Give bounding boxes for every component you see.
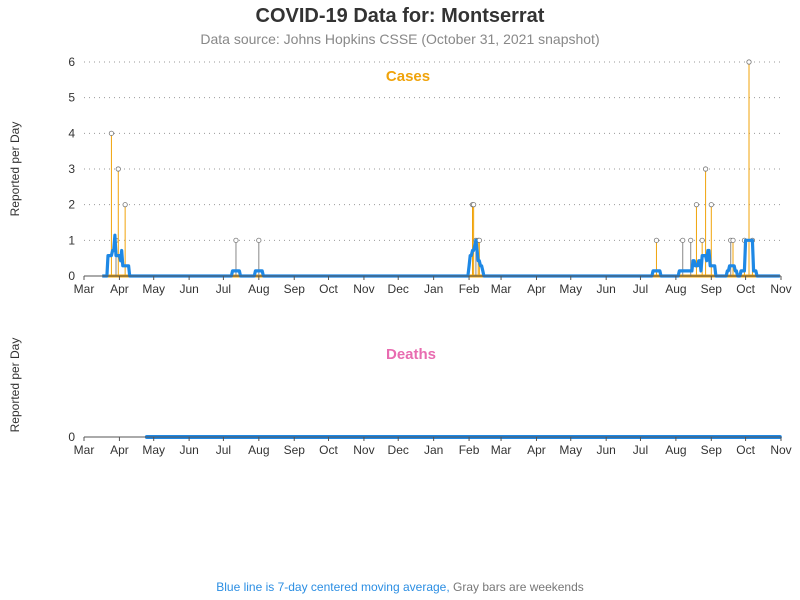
cases-daily-point — [730, 237, 736, 243]
cases-daily-point — [699, 237, 705, 243]
cases-x-tick-label: Mar — [491, 282, 512, 296]
footer-average-note: Blue line is 7-day centered moving avera… — [216, 580, 450, 594]
cases-x-tick-label: Oct — [736, 282, 755, 296]
cases-x-tick-label: Aug — [248, 282, 269, 296]
cases-y-tick-label: 5 — [68, 91, 75, 105]
deaths-x-tick-label: May — [142, 443, 165, 457]
cases-x-tick-label: Jun — [179, 282, 198, 296]
deaths-y-axis-label: Reported per Day — [8, 338, 22, 433]
cases-moving-average-line — [101, 233, 781, 278]
cases-daily-point — [693, 202, 700, 208]
cases-x-tick-label: Dec — [388, 282, 409, 296]
deaths-y-tick-label: 0 — [68, 430, 75, 444]
deaths-x-tick-label: Mar — [491, 443, 512, 457]
cases-x-tick-label: Mar — [74, 282, 95, 296]
cases-daily-point — [233, 237, 239, 243]
cases-y-tick-label: 3 — [68, 162, 75, 176]
deaths-x-tick-label: Mar — [74, 443, 95, 457]
cases-x-tick-label: Aug — [665, 282, 686, 296]
cases-y-tick-label: 4 — [68, 126, 75, 140]
cases-daily-point — [680, 237, 686, 243]
cases-x-tick-label: Jul — [633, 282, 648, 296]
deaths-x-tick-label: Jan — [424, 443, 443, 457]
cases-x-tick-label: Feb — [459, 282, 480, 296]
cases-x-tick-label: Apr — [527, 282, 546, 296]
deaths-x-tick-label: Dec — [388, 443, 409, 457]
cases-x-tick-label: Sep — [701, 282, 723, 296]
deaths-x-tick-label: Nov — [770, 443, 791, 457]
cases-panel-title: Cases — [386, 68, 430, 85]
cases-x-tick-label: Sep — [284, 282, 306, 296]
cases-x-tick-label: May — [559, 282, 582, 296]
cases-daily-point — [256, 237, 262, 243]
cases-daily-point — [476, 237, 482, 243]
footer-note: Blue line is 7-day centered moving avera… — [0, 580, 800, 594]
cases-x-tick-label: Nov — [770, 282, 791, 296]
cases-y-tick-label: 0 — [68, 269, 75, 283]
cases-x-tick-label: Oct — [319, 282, 338, 296]
cases-x-tick-label: May — [142, 282, 165, 296]
cases-y-axis-label: Reported per Day — [8, 122, 22, 217]
deaths-x-tick-label: Nov — [353, 443, 374, 457]
cases-x-tick-label: Jul — [216, 282, 231, 296]
deaths-x-tick-label: Apr — [527, 443, 546, 457]
cases-daily-point — [653, 237, 660, 243]
cases-daily-point — [746, 59, 752, 65]
cases-daily-point — [122, 202, 128, 208]
deaths-x-tick-label: Jul — [633, 443, 648, 457]
deaths-x-tick-label: Oct — [319, 443, 338, 457]
footer-weekend-note: Gray bars are weekends — [453, 580, 584, 594]
cases-daily-point — [688, 237, 694, 243]
deaths-x-tick-label: Feb — [459, 443, 480, 457]
chart-subtitle: Data source: Johns Hopkins CSSE (October… — [200, 31, 600, 47]
deaths-panel-title: Deaths — [386, 346, 436, 363]
cases-y-tick-label: 1 — [68, 233, 75, 247]
deaths-x-tick-label: Oct — [736, 443, 755, 457]
cases-daily-point — [702, 166, 709, 172]
cases-x-tick-label: Nov — [353, 282, 374, 296]
cases-y-tick-label: 2 — [68, 198, 75, 212]
cases-daily-point — [708, 202, 714, 208]
cases-x-tick-label: Apr — [110, 282, 129, 296]
cases-y-tick-label: 6 — [68, 55, 75, 69]
deaths-x-tick-label: Sep — [701, 443, 723, 457]
cases-x-tick-label: Jun — [596, 282, 615, 296]
cases-daily-point — [471, 202, 477, 208]
deaths-x-tick-label: Aug — [665, 443, 686, 457]
cases-x-tick-label: Jan — [424, 282, 443, 296]
deaths-x-tick-label: Apr — [110, 443, 129, 457]
cases-daily-point — [115, 166, 121, 172]
deaths-x-tick-label: May — [559, 443, 582, 457]
deaths-x-tick-label: Jun — [179, 443, 198, 457]
deaths-x-tick-label: Jul — [216, 443, 231, 457]
deaths-x-tick-label: Sep — [284, 443, 306, 457]
chart-title: COVID-19 Data for: Montserrat — [255, 5, 545, 27]
deaths-x-tick-label: Jun — [596, 443, 615, 457]
cases-daily-point — [108, 130, 115, 136]
deaths-x-tick-label: Aug — [248, 443, 269, 457]
